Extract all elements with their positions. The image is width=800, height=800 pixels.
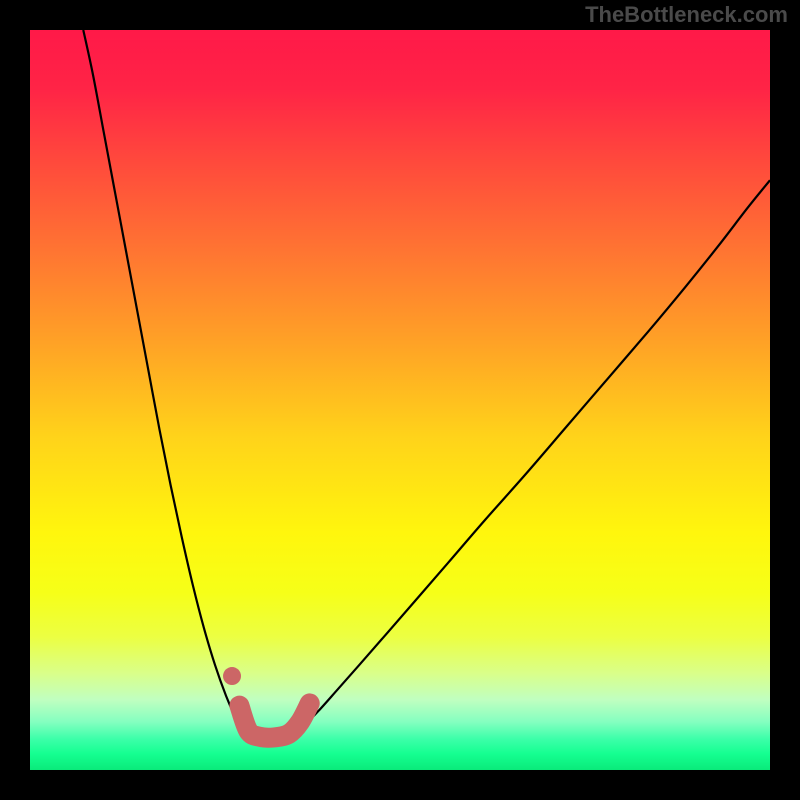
chart-frame: TheBottleneck.com [0, 0, 800, 800]
watermark-text: TheBottleneck.com [585, 2, 788, 28]
chart-svg [0, 0, 800, 800]
plot-background [30, 30, 770, 770]
overlay-dot [223, 667, 241, 685]
